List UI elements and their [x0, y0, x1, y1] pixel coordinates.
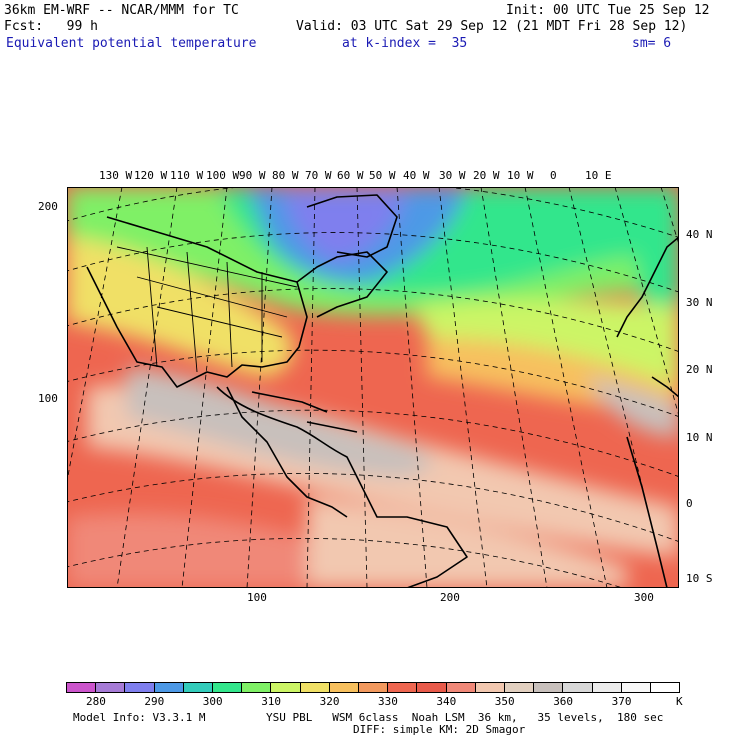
- colorbar-swatch: [358, 682, 389, 693]
- init-time: Init: 00 UTC Tue 25 Sep 12: [506, 3, 710, 18]
- field-purple-core: [282, 192, 407, 262]
- grid-x-label: 100: [247, 591, 267, 604]
- longitude-label: 20 W: [473, 169, 500, 182]
- longitude-label: 120 W: [134, 169, 168, 182]
- grid-y-label: 200: [38, 200, 58, 213]
- field-name: Equivalent potential temperature: [6, 36, 257, 51]
- coastlines: [86, 194, 679, 588]
- colorbar-swatch: [66, 682, 97, 693]
- physics-info-2: DIFF: simple KM: 2D Smagor: [353, 723, 526, 736]
- colorbar-swatch: [591, 682, 622, 693]
- grid-x-labels: 100 200 300: [67, 592, 679, 606]
- colorbar-swatch: [620, 682, 651, 693]
- forecast-hour: Fcst: 99 h: [4, 19, 98, 34]
- colorbar-label: 280: [86, 695, 106, 708]
- longitude-label: 100 W: [206, 169, 240, 182]
- colorbar-label: 300: [202, 695, 223, 708]
- latitude-label: 10 S: [686, 572, 713, 585]
- field-gray-east: [587, 377, 679, 437]
- colorbar-swatch: [416, 682, 447, 693]
- colorbar-swatch: [212, 682, 243, 693]
- latitude-label: 40 N: [686, 228, 713, 241]
- model-title: 36km EM-WRF -- NCAR/MMM for TC: [4, 3, 239, 18]
- colorbar-swatch: [562, 682, 593, 693]
- longitude-label: 30 W: [439, 169, 466, 182]
- longitude-label: 60 W: [337, 169, 364, 182]
- colorbar-label: 290: [144, 695, 165, 708]
- smoothing-label: sm= 6: [632, 36, 672, 51]
- colorbar-swatch: [153, 682, 184, 693]
- colorbar-swatch: [328, 682, 359, 693]
- colorbar-swatch: [182, 682, 213, 693]
- colorbar-label: 360: [553, 695, 574, 708]
- field-pale-south: [307, 497, 627, 588]
- grid-y-labels: 200 100: [0, 187, 66, 588]
- longitude-label: 70 W: [305, 169, 332, 182]
- valid-time: Valid: 03 UTC Sat 29 Sep 12 (21 MDT Fri …: [296, 19, 688, 34]
- grid-x-label: 200: [440, 591, 460, 604]
- longitude-label: 50 W: [369, 169, 396, 182]
- longitude-label: 110 W: [170, 169, 204, 182]
- longitude-label: 0: [550, 169, 557, 182]
- latitude-labels: 40 N 30 N 20 N 10 N 0 10 S: [684, 187, 740, 588]
- longitude-label: 10 W: [507, 169, 534, 182]
- colorbar-label: 340: [436, 695, 457, 708]
- colorbar-swatch: [124, 682, 155, 693]
- latitude-label: 0: [686, 497, 693, 510]
- theta-e-map: [67, 187, 679, 588]
- longitude-labels: 130 W 120 W 110 W 100 W 90 W 80 W 70 W 60 W 50 W…: [0, 170, 740, 184]
- physics-info: YSU PBL WSM 6class Noah LSM 36 km, 35 le…: [266, 711, 664, 724]
- longitude-label: 80 W: [272, 169, 299, 182]
- longitude-label: 40 W: [403, 169, 430, 182]
- latitude-label: 30 N: [686, 296, 713, 309]
- colorbar-label: 320: [319, 695, 340, 708]
- latitude-label: 10 N: [686, 431, 713, 444]
- colorbar-swatch: [474, 682, 505, 693]
- colorbar-swatch: [387, 682, 418, 693]
- colorbar-unit: K: [676, 695, 683, 708]
- colorbar-swatch: [95, 682, 126, 693]
- field-pink-south-east: [67, 513, 307, 588]
- grid-x-label: 300: [634, 591, 654, 604]
- political-borders: [116, 246, 298, 373]
- colorbar-label: 370: [611, 695, 632, 708]
- colorbar-label: 350: [494, 695, 515, 708]
- level-label: at k-index = 35: [342, 36, 468, 51]
- colorbar-swatch: [445, 682, 476, 693]
- model-info: Model Info: V3.3.1 M: [73, 711, 206, 724]
- colorbar-swatch: [270, 682, 301, 693]
- grid-y-label: 100: [38, 392, 58, 405]
- colorbar-swatch: [299, 682, 330, 693]
- colorbar-label: 310: [261, 695, 282, 708]
- colorbar-label: 330: [378, 695, 398, 708]
- colorbar-swatch: [650, 682, 681, 693]
- field-yellow-west: [67, 237, 294, 377]
- field-gray-caribbean: [127, 367, 431, 477]
- longitude-label: 10 E: [585, 169, 612, 182]
- longitude-label: 130 W: [99, 169, 133, 182]
- longitude-label: 90 W: [239, 169, 266, 182]
- colorbar-swatch: [241, 682, 272, 693]
- colorbar-swatch: [533, 682, 564, 693]
- latitude-label: 20 N: [686, 363, 713, 376]
- colorbar-swatch: [504, 682, 535, 693]
